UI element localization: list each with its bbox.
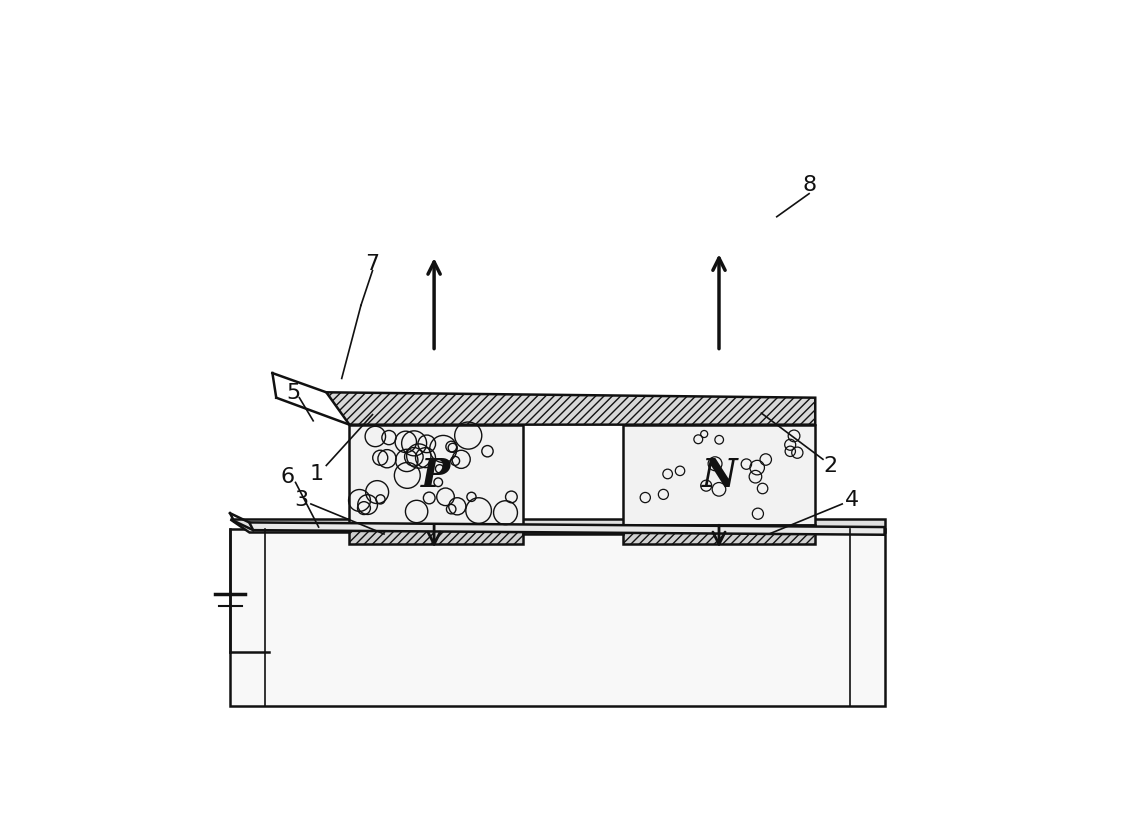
Polygon shape xyxy=(326,393,815,425)
Text: 5: 5 xyxy=(286,382,300,402)
Polygon shape xyxy=(230,529,885,706)
Text: 1: 1 xyxy=(309,464,324,483)
Polygon shape xyxy=(250,523,885,535)
Text: 3: 3 xyxy=(294,490,308,509)
Polygon shape xyxy=(349,525,522,545)
Polygon shape xyxy=(349,425,522,525)
Polygon shape xyxy=(622,525,815,545)
Text: 6: 6 xyxy=(280,467,295,486)
Polygon shape xyxy=(230,519,885,533)
Text: 7: 7 xyxy=(366,254,380,274)
Text: 4: 4 xyxy=(845,490,860,509)
Text: 8: 8 xyxy=(803,174,816,194)
Text: 2: 2 xyxy=(823,456,838,476)
Polygon shape xyxy=(622,425,815,525)
Text: P: P xyxy=(422,456,450,494)
Text: N: N xyxy=(701,456,736,494)
